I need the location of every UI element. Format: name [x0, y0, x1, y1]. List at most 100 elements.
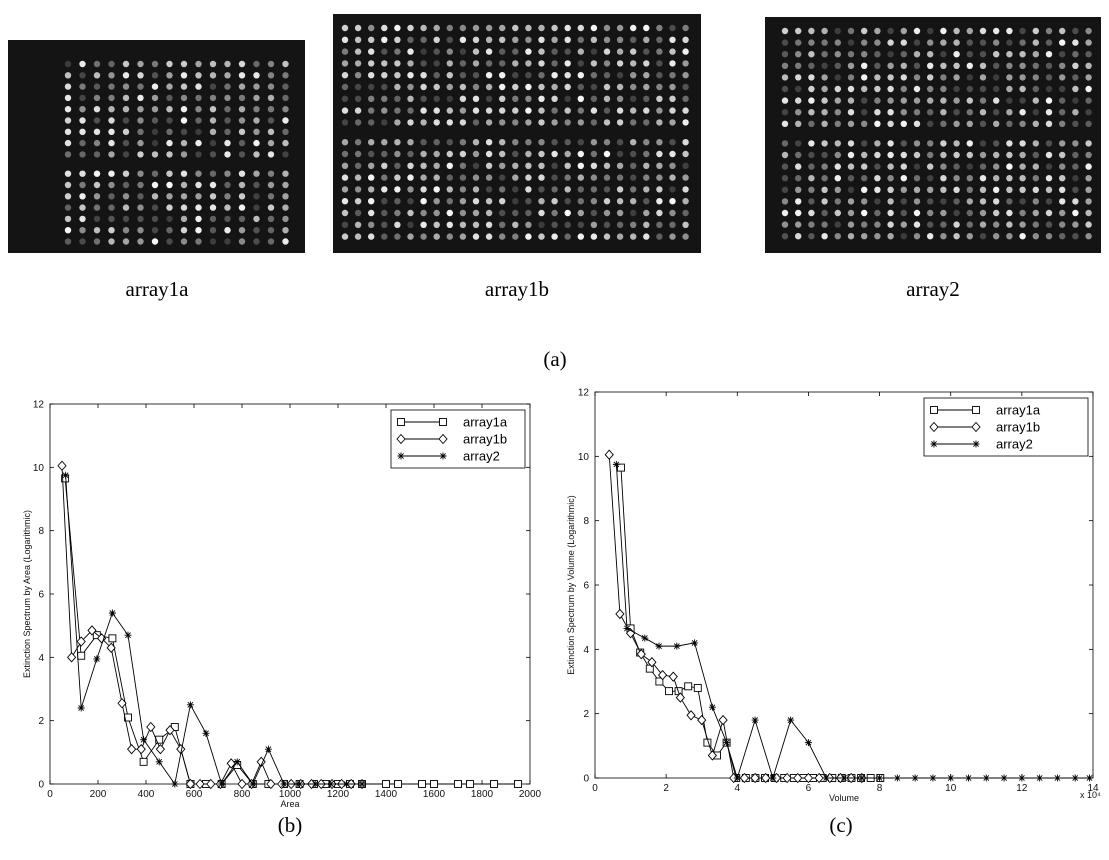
- spot: [1072, 62, 1079, 69]
- spot: [669, 150, 676, 158]
- spot: [1032, 74, 1040, 81]
- spot: [407, 72, 414, 79]
- spot: [603, 209, 611, 217]
- spot: [577, 233, 584, 240]
- spot: [821, 85, 828, 93]
- spot: [993, 233, 1000, 240]
- legend-marker: [396, 433, 406, 445]
- spot: [590, 107, 598, 114]
- spot: [459, 174, 467, 181]
- spot: [564, 119, 571, 126]
- spot: [834, 39, 841, 46]
- spot: [381, 209, 388, 217]
- spot: [525, 83, 532, 91]
- spot: [166, 72, 173, 79]
- spot: [940, 109, 947, 116]
- spot: [643, 119, 650, 126]
- spot: [64, 128, 72, 135]
- spot: [913, 109, 921, 116]
- spot: [420, 72, 427, 79]
- spot: [180, 72, 188, 79]
- spot: [630, 83, 637, 91]
- spot: [861, 27, 868, 35]
- legend-marker: [971, 421, 981, 433]
- spot: [953, 151, 960, 159]
- spot: [966, 221, 973, 228]
- spot: [253, 72, 260, 79]
- x-tick-label: 12: [1016, 783, 1028, 794]
- spot: [459, 60, 467, 67]
- spot: [1085, 221, 1092, 228]
- spot: [630, 139, 637, 146]
- spot: [166, 181, 173, 189]
- spot: [407, 209, 414, 217]
- spot: [512, 209, 519, 217]
- spot: [834, 186, 841, 193]
- spot: [616, 150, 624, 158]
- marker: [186, 701, 194, 709]
- spot: [1059, 74, 1066, 81]
- marker: [761, 772, 771, 784]
- spot: [354, 60, 362, 67]
- spot: [512, 221, 519, 228]
- x-tick-label: 1800: [471, 789, 494, 800]
- spot: [64, 170, 72, 177]
- spot: [781, 85, 789, 93]
- spot: [643, 209, 650, 217]
- spot: [485, 24, 493, 32]
- spot: [979, 233, 987, 240]
- spot: [1032, 62, 1040, 69]
- spot: [446, 174, 453, 181]
- spot: [151, 60, 159, 68]
- spot: [874, 209, 881, 217]
- spot: [433, 139, 440, 146]
- spot: [151, 139, 159, 147]
- spot: [1085, 151, 1092, 159]
- marker: [311, 780, 319, 788]
- spot: [1019, 120, 1026, 128]
- marker: [77, 704, 85, 712]
- spot: [538, 221, 545, 228]
- spot: [267, 106, 275, 113]
- spot: [512, 162, 519, 169]
- spot: [834, 97, 841, 104]
- spot: [420, 95, 427, 103]
- marker: [636, 648, 646, 660]
- y-tick-label: 4: [583, 645, 589, 656]
- spot: [512, 48, 519, 55]
- spot: [564, 60, 571, 67]
- spot: [238, 117, 246, 124]
- spot: [512, 107, 519, 114]
- marker: [697, 714, 707, 726]
- spot: [1019, 163, 1026, 170]
- spot: [180, 60, 188, 68]
- spot: [643, 139, 650, 146]
- spot: [669, 174, 676, 181]
- spot: [381, 150, 388, 158]
- spot: [993, 120, 1000, 128]
- spot: [551, 221, 558, 228]
- legend-marker: [439, 418, 447, 426]
- spot: [847, 74, 855, 81]
- spot: [616, 139, 624, 146]
- spot: [433, 36, 440, 43]
- spot: [238, 128, 246, 135]
- spot: [564, 72, 571, 79]
- spot: [93, 204, 101, 211]
- spot: [64, 106, 72, 113]
- spot: [953, 39, 960, 46]
- spot: [551, 24, 558, 32]
- spot: [93, 181, 101, 189]
- spot: [656, 72, 663, 79]
- spot: [966, 27, 973, 35]
- spot: [564, 83, 571, 91]
- x-tick-label: 0: [592, 783, 598, 794]
- spot: [993, 74, 1000, 81]
- spot: [446, 83, 453, 91]
- spot: [913, 97, 921, 104]
- spot: [913, 140, 921, 147]
- spot: [577, 60, 584, 67]
- spot: [459, 162, 467, 169]
- spot: [368, 107, 375, 114]
- spot: [979, 120, 987, 128]
